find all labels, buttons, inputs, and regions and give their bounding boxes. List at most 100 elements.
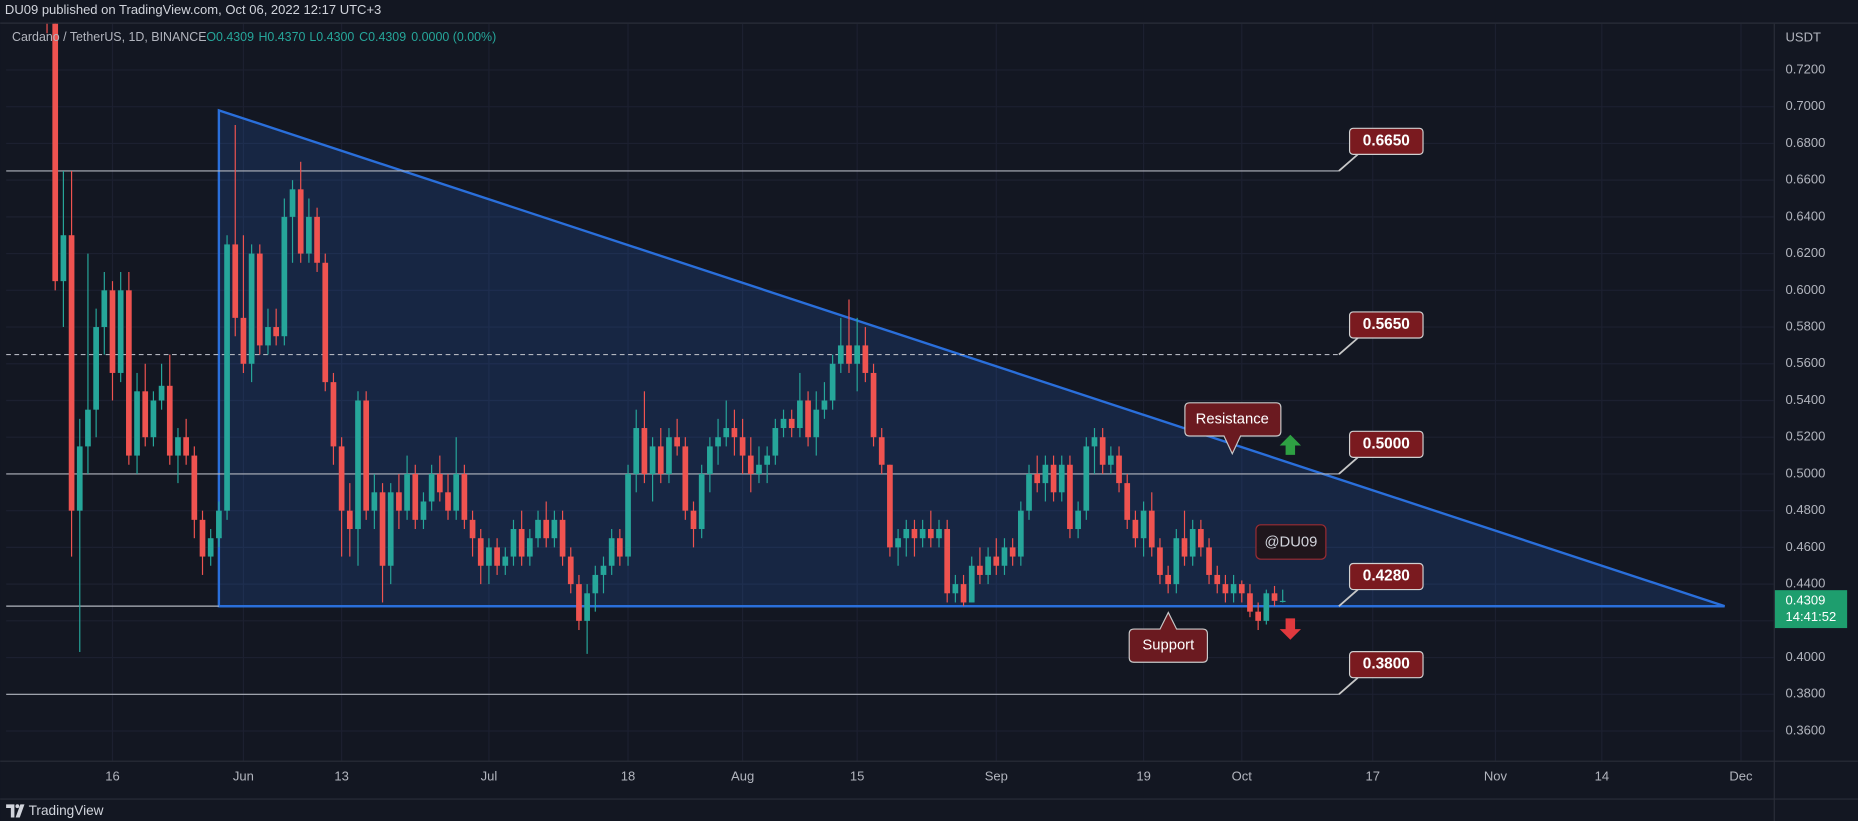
candle-body	[535, 519, 541, 539]
candle-body	[477, 538, 484, 566]
candle-body	[109, 290, 116, 373]
up-arrow	[1279, 434, 1301, 455]
footer: TradingView	[29, 803, 104, 818]
candle-body	[273, 327, 280, 337]
candle-body	[1124, 483, 1131, 520]
x-tick-label: 13	[334, 769, 348, 784]
candle-body	[1214, 574, 1221, 585]
candle-body	[166, 385, 173, 456]
legend-symbol: Cardano / TetherUS, 1D, BINANCE	[12, 30, 206, 44]
price-tag-countdown: 14:41:52	[1786, 609, 1837, 624]
candle-body	[1255, 611, 1261, 621]
price-tag-label: 0.4309	[1786, 592, 1826, 607]
level-connector	[1338, 337, 1359, 356]
watermark: @DU09	[1264, 535, 1317, 551]
y-tick-label: 0.5200	[1786, 429, 1826, 444]
candle-body	[1140, 510, 1147, 539]
candle-body	[829, 363, 836, 401]
x-tick-label: Jun	[233, 769, 254, 784]
candle-body	[1116, 455, 1122, 484]
candle-body	[526, 538, 533, 557]
y-tick-label: 0.6800	[1786, 135, 1826, 150]
legend-high: H0.4370	[258, 30, 305, 44]
y-tick-label: 0.6400	[1786, 208, 1826, 223]
candle-body	[1173, 538, 1180, 585]
y-tick-label: 0.6200	[1786, 245, 1826, 260]
level-box	[1348, 127, 1424, 155]
candle-body	[1050, 464, 1057, 493]
candle-body	[297, 189, 304, 254]
price-tag	[1774, 590, 1848, 629]
y-tick-label: 0.6000	[1786, 282, 1826, 297]
candle-body	[338, 446, 345, 511]
legend-change: 0.0000 (0.00%)	[411, 30, 496, 44]
candle-body	[559, 519, 566, 557]
candle-body	[731, 428, 738, 438]
candle-body	[977, 565, 983, 575]
level-label: 0.5650	[1363, 316, 1410, 333]
candle-body	[1206, 547, 1212, 575]
candle-body	[674, 437, 680, 447]
candle-body	[649, 446, 656, 474]
candle-body	[1165, 574, 1171, 585]
candle-body	[371, 492, 378, 511]
candle-body	[1247, 593, 1253, 612]
candle-body	[911, 529, 918, 539]
candle-body	[52, 23, 59, 282]
candle-body	[739, 437, 746, 456]
candle-body	[1238, 584, 1245, 594]
candle-body	[1091, 437, 1098, 447]
candle-body	[396, 492, 402, 511]
level-label: 0.3800	[1363, 656, 1410, 673]
candle-body	[551, 519, 558, 539]
candle-body	[494, 547, 500, 566]
level-label: 0.5000	[1363, 435, 1410, 452]
candle-body	[723, 428, 730, 438]
candle-body	[510, 529, 517, 557]
candle-body	[199, 519, 206, 557]
candle-body	[944, 529, 951, 594]
candle-body	[1042, 464, 1049, 484]
candle-body	[715, 437, 721, 447]
candle-body	[608, 538, 615, 566]
candle-body	[764, 455, 770, 465]
support-callout: Support	[1128, 611, 1208, 663]
candle-body	[1222, 584, 1229, 594]
level-label: 0.6650	[1363, 132, 1410, 149]
candle-body	[1099, 437, 1106, 465]
y-tick-label: 0.7000	[1786, 98, 1826, 113]
candle-body	[265, 327, 271, 346]
candle-body	[756, 464, 762, 474]
watermark-box: @DU09	[1255, 524, 1327, 560]
candle-body	[445, 492, 451, 511]
candle-body	[420, 501, 427, 520]
candle-body	[150, 400, 157, 438]
candle-body	[281, 216, 288, 337]
candles	[46, 23, 1286, 654]
candle-body	[232, 244, 239, 318]
candle-body	[887, 464, 893, 548]
candle-body	[126, 290, 132, 456]
x-tick-label: 19	[1136, 769, 1150, 784]
candle-body	[1148, 510, 1155, 548]
candle-body	[158, 385, 165, 401]
candle-body	[240, 317, 247, 364]
candle-body	[248, 253, 255, 364]
candle-body	[1279, 600, 1286, 603]
down-arrow	[1279, 618, 1301, 640]
level-connector	[1338, 153, 1359, 172]
y-tick-label: 0.4000	[1786, 649, 1826, 664]
candle-body	[1132, 519, 1139, 539]
candle-body	[617, 538, 623, 557]
candle-body	[289, 189, 296, 217]
candle-body	[772, 428, 779, 456]
candle-body	[1263, 593, 1270, 621]
y-tick-label: 0.6600	[1786, 172, 1826, 187]
candle-body	[142, 391, 149, 438]
level-connector	[1338, 456, 1359, 475]
candle-body	[797, 400, 803, 429]
logo-mark	[15, 804, 25, 818]
